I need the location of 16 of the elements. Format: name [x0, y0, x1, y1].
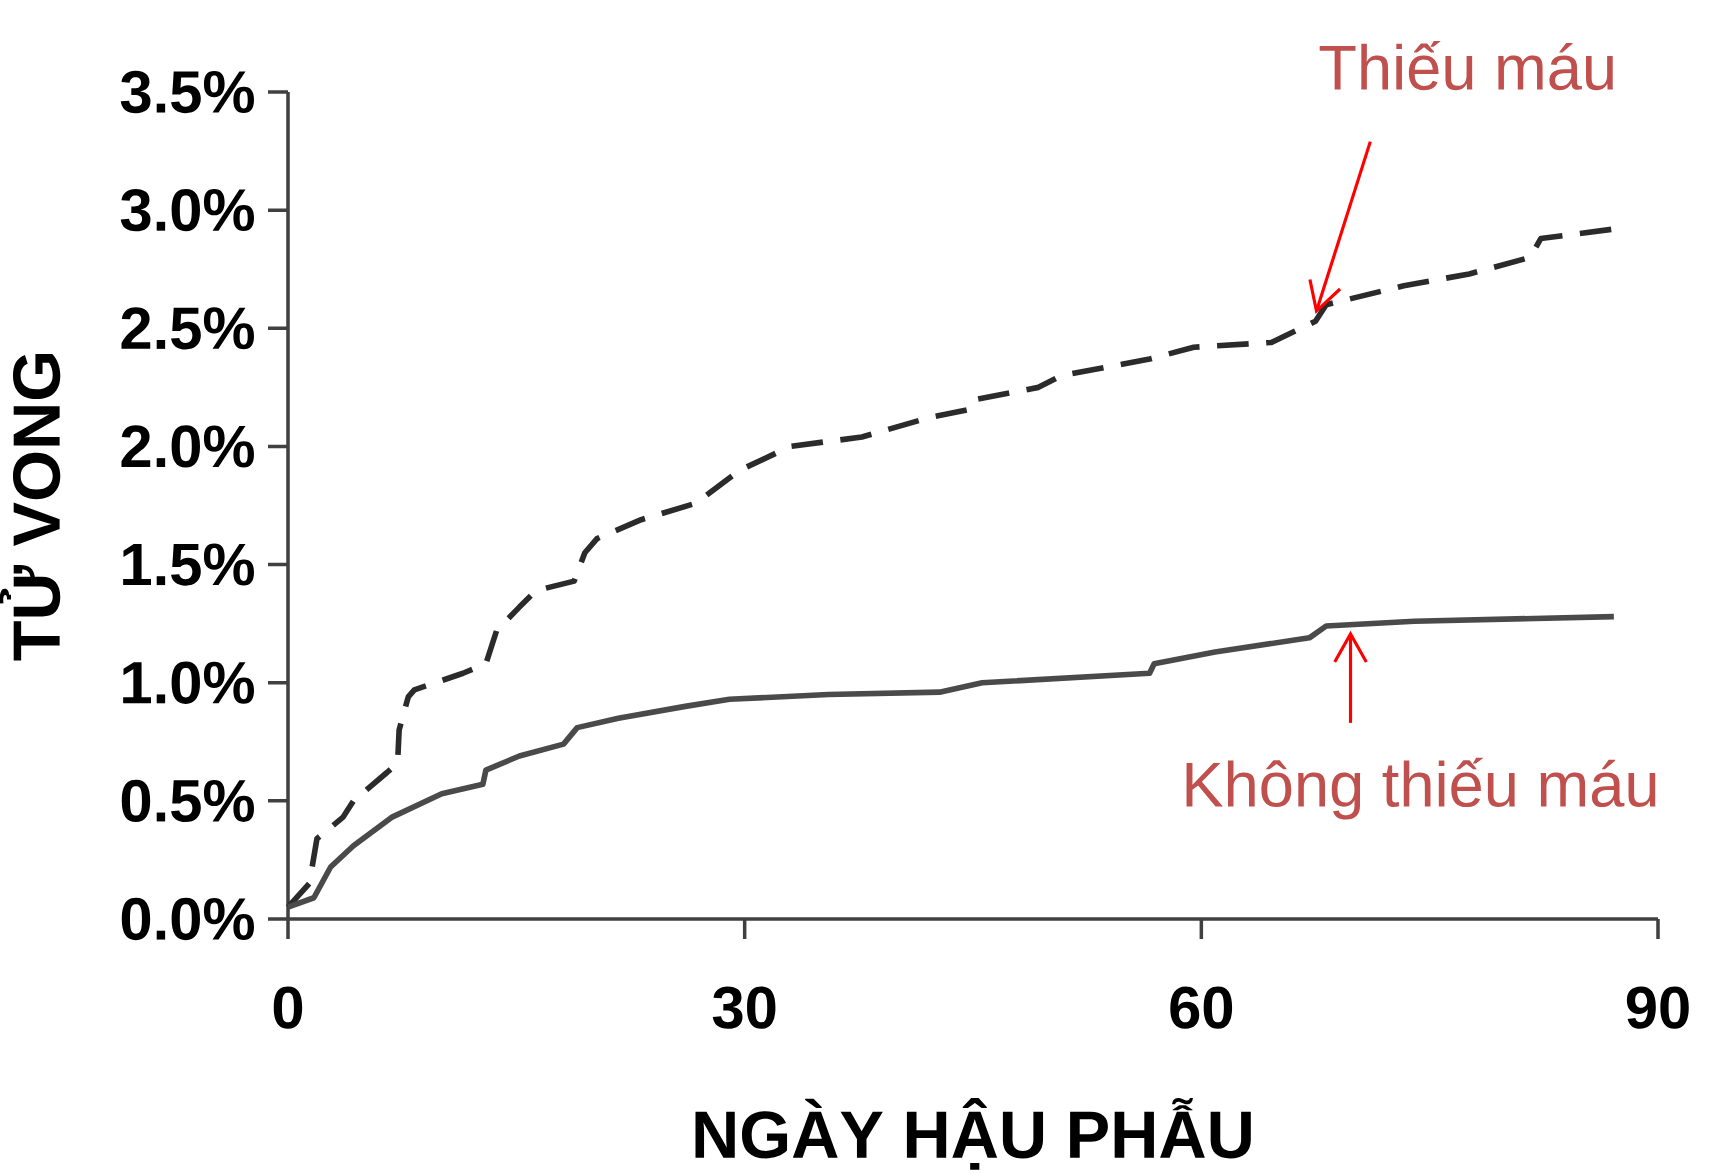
x-tick-label: 90: [1626, 986, 1689, 1029]
y-tick-label: 3.5%: [120, 70, 254, 114]
annotation: Không thiếu máu: [1186, 757, 1656, 820]
x-axis-title: NGÀY HẬU PHẪU: [695, 1097, 1251, 1170]
annotation: Thiếu máu: [1319, 40, 1613, 91]
y-tick-label: 0.5%: [121, 779, 254, 823]
y-tick-label: 1.5%: [123, 543, 254, 586]
x-tick-label: 30: [712, 986, 776, 1029]
y-tick-label: 2.0%: [121, 425, 254, 468]
x-tick-label: 60: [1170, 986, 1233, 1029]
y-axis-title: TỬ VONG: [0, 353, 61, 661]
y-tick-label: 3.0%: [120, 188, 254, 232]
x-tick-label: 0: [273, 986, 303, 1029]
y-tick-label: 2.5%: [121, 307, 254, 350]
y-tick-label: 1.0%: [123, 661, 254, 704]
y-tick-label: 0.0%: [121, 897, 254, 941]
